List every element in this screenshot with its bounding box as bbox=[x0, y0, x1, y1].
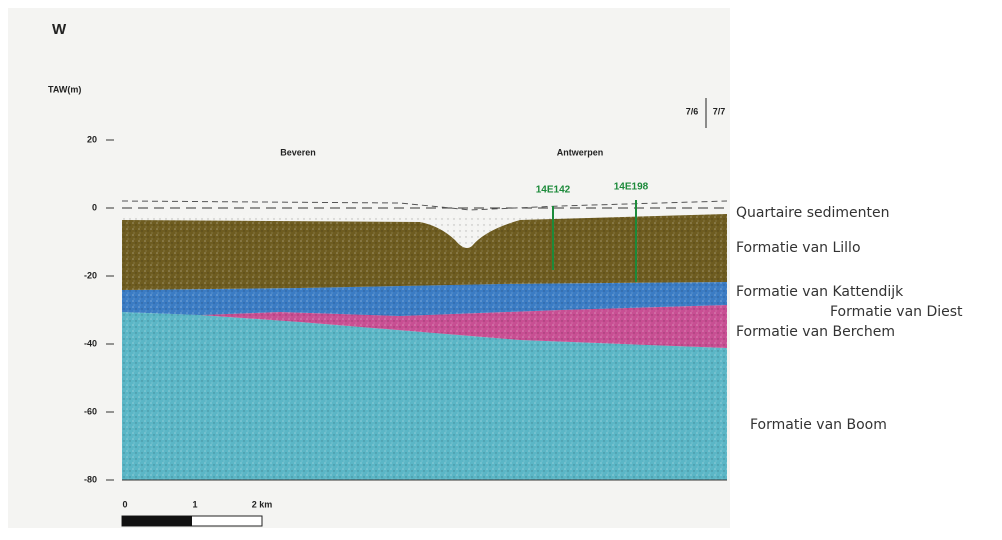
axis-label: TAW(m) bbox=[48, 84, 81, 94]
layer-label: Quartaire sedimenten bbox=[736, 205, 889, 221]
layer-label: Formatie van Boom bbox=[750, 417, 887, 433]
y-tick-label: -60 bbox=[84, 406, 97, 416]
place-label: Beveren bbox=[280, 147, 316, 157]
scale-label: 0 bbox=[122, 499, 127, 509]
sheet-label: 7/6 bbox=[686, 106, 699, 116]
layer-label: Formatie van Diest bbox=[830, 304, 963, 320]
scale-label: 2 km bbox=[252, 499, 273, 509]
y-tick-label: -80 bbox=[84, 474, 97, 484]
direction: W bbox=[52, 21, 67, 38]
y-tick-label: 20 bbox=[87, 134, 97, 144]
y-tick-label: 0 bbox=[92, 202, 97, 212]
layer-label: Formatie van Kattendijk bbox=[736, 284, 904, 300]
y-tick-label: -40 bbox=[84, 338, 97, 348]
place-label: Antwerpen bbox=[557, 147, 604, 157]
cross-section: W TAW(m) 7/6 7/7 Beveren Antwerpen 14E14… bbox=[0, 0, 1002, 535]
y-tick-label: -20 bbox=[84, 270, 97, 280]
scale-bar-fill bbox=[122, 516, 192, 526]
layer-label: Formatie van Lillo bbox=[736, 240, 861, 256]
borehole-label: 14E198 bbox=[614, 182, 649, 193]
sheet-label: 7/7 bbox=[713, 106, 726, 116]
scale-label: 1 bbox=[192, 499, 197, 509]
layer-label: Formatie van Berchem bbox=[736, 324, 895, 340]
borehole-label: 14E142 bbox=[536, 185, 571, 196]
